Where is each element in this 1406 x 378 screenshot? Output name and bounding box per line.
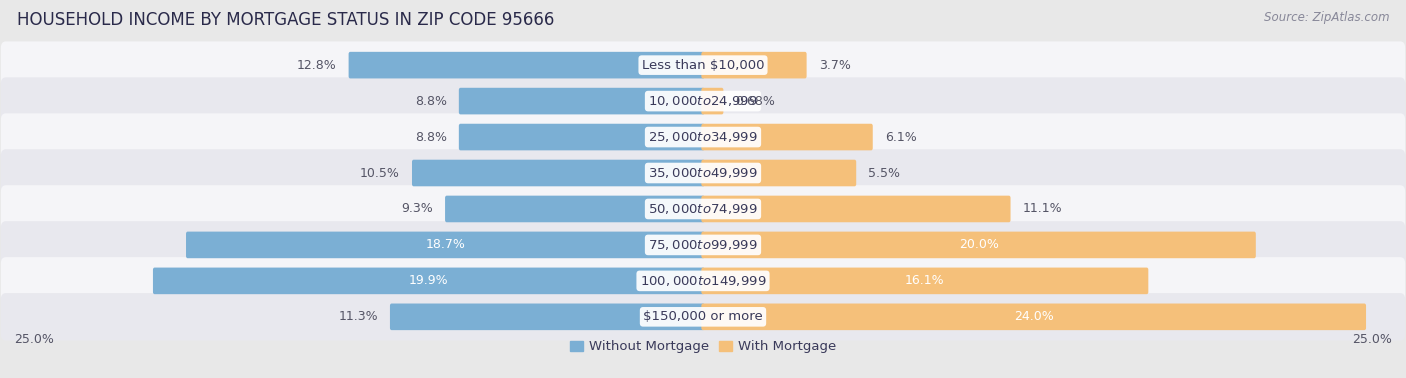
Text: $10,000 to $24,999: $10,000 to $24,999 [648, 94, 758, 108]
FancyBboxPatch shape [412, 160, 704, 186]
Text: $50,000 to $74,999: $50,000 to $74,999 [648, 202, 758, 216]
Text: $75,000 to $99,999: $75,000 to $99,999 [648, 238, 758, 252]
Text: 20.0%: 20.0% [959, 239, 998, 251]
Text: 11.1%: 11.1% [1022, 203, 1063, 215]
Text: HOUSEHOLD INCOME BY MORTGAGE STATUS IN ZIP CODE 95666: HOUSEHOLD INCOME BY MORTGAGE STATUS IN Z… [17, 11, 554, 29]
FancyBboxPatch shape [702, 196, 1011, 222]
Text: Source: ZipAtlas.com: Source: ZipAtlas.com [1264, 11, 1389, 24]
FancyBboxPatch shape [702, 232, 1256, 258]
FancyBboxPatch shape [1, 113, 1405, 161]
Text: Less than $10,000: Less than $10,000 [641, 59, 765, 72]
Text: $35,000 to $49,999: $35,000 to $49,999 [648, 166, 758, 180]
FancyBboxPatch shape [702, 160, 856, 186]
Legend: Without Mortgage, With Mortgage: Without Mortgage, With Mortgage [565, 335, 841, 359]
Text: $100,000 to $149,999: $100,000 to $149,999 [640, 274, 766, 288]
Text: 8.8%: 8.8% [415, 130, 447, 144]
Text: 25.0%: 25.0% [1353, 333, 1392, 345]
Text: 24.0%: 24.0% [1014, 310, 1053, 323]
Text: 9.3%: 9.3% [401, 203, 433, 215]
FancyBboxPatch shape [153, 268, 704, 294]
FancyBboxPatch shape [1, 77, 1405, 125]
FancyBboxPatch shape [446, 196, 704, 222]
Text: 8.8%: 8.8% [415, 94, 447, 108]
Text: 10.5%: 10.5% [360, 166, 399, 180]
FancyBboxPatch shape [458, 88, 704, 115]
FancyBboxPatch shape [389, 304, 704, 330]
Text: 25.0%: 25.0% [14, 333, 53, 345]
Text: 18.7%: 18.7% [426, 239, 465, 251]
Text: 19.9%: 19.9% [409, 274, 449, 287]
FancyBboxPatch shape [702, 268, 1149, 294]
Text: 12.8%: 12.8% [297, 59, 336, 72]
Text: 11.3%: 11.3% [339, 310, 378, 323]
FancyBboxPatch shape [1, 149, 1405, 197]
FancyBboxPatch shape [1, 293, 1405, 341]
Text: 16.1%: 16.1% [905, 274, 945, 287]
FancyBboxPatch shape [702, 124, 873, 150]
FancyBboxPatch shape [1, 221, 1405, 269]
FancyBboxPatch shape [702, 304, 1367, 330]
FancyBboxPatch shape [186, 232, 704, 258]
Text: $25,000 to $34,999: $25,000 to $34,999 [648, 130, 758, 144]
FancyBboxPatch shape [1, 185, 1405, 233]
Text: 6.1%: 6.1% [884, 130, 917, 144]
FancyBboxPatch shape [702, 88, 724, 115]
FancyBboxPatch shape [1, 42, 1405, 89]
FancyBboxPatch shape [702, 52, 807, 79]
Text: 5.5%: 5.5% [869, 166, 900, 180]
FancyBboxPatch shape [458, 124, 704, 150]
Text: $150,000 or more: $150,000 or more [643, 310, 763, 323]
FancyBboxPatch shape [349, 52, 704, 79]
FancyBboxPatch shape [1, 257, 1405, 305]
Text: 0.68%: 0.68% [735, 94, 775, 108]
Text: 3.7%: 3.7% [818, 59, 851, 72]
